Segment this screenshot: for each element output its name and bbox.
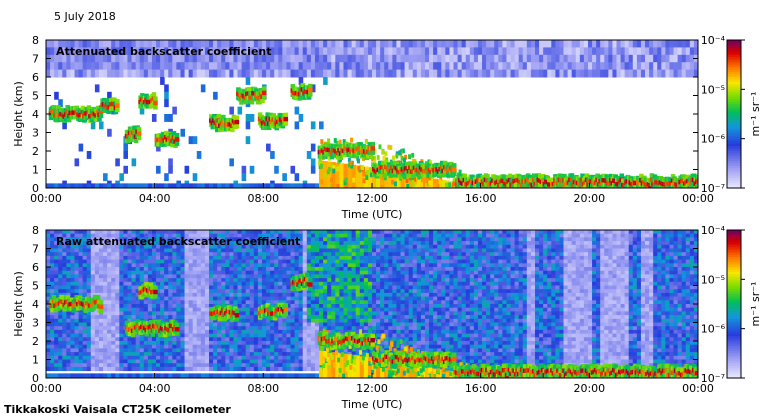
- y-tick-label: 6: [32, 261, 39, 274]
- y-tick-label: 3: [32, 127, 39, 140]
- backscatter-field: [46, 230, 698, 378]
- panel-title: Raw attenuated backscatter coefficient: [56, 235, 300, 248]
- y-tick-label: 3: [32, 317, 39, 330]
- noise-cells: [46, 230, 698, 372]
- panel-attenuated: Attenuated backscatter coefficient 0 1 2 3 4 5…: [12, 34, 714, 221]
- x-axis-label: Time (UTC): [341, 208, 403, 221]
- x-tick-label: 00:00: [682, 382, 714, 395]
- y-tick-label: 5: [32, 90, 39, 103]
- y-tick-label: 1: [32, 354, 39, 367]
- cloud-layers: [48, 272, 698, 378]
- x-tick-label: 00:00: [30, 382, 62, 395]
- colorbar: 10⁻⁷ 10⁻⁶ 10⁻⁵ 10⁻⁴ m⁻¹ sr⁻¹: [701, 224, 762, 385]
- y-axis-label: Height (km): [12, 81, 25, 147]
- y-tick-label: 5: [32, 280, 39, 293]
- y-tick-label: 7: [32, 243, 39, 256]
- backscatter-field: [46, 40, 698, 188]
- x-tick-label: 04:00: [139, 192, 171, 205]
- y-tick-label: 1: [32, 164, 39, 177]
- date-label: 5 July 2018: [54, 10, 116, 23]
- colorbar-frame: [726, 229, 742, 379]
- y-tick-label: 2: [32, 145, 39, 158]
- colorbar-units-label: m⁻¹ sr⁻¹: [749, 282, 762, 327]
- colorbar-tick-label: 10⁻⁴: [701, 34, 726, 47]
- x-tick-label: 00:00: [682, 192, 714, 205]
- y-tick-label: 0: [32, 182, 39, 195]
- panel-title: Attenuated backscatter coefficient: [56, 45, 272, 58]
- colorbar-tick-label: 10⁻⁶: [701, 133, 726, 146]
- colorbar-tick-label: 10⁻⁷: [701, 372, 725, 385]
- colorbar-tick-label: 10⁻⁵: [701, 273, 725, 286]
- cloud-layers: [48, 82, 698, 188]
- colorbar-tick-label: 10⁻⁷: [701, 182, 725, 195]
- x-tick-label: 08:00: [247, 382, 279, 395]
- x-tick-label: 20:00: [573, 192, 605, 205]
- colorbar-units-label: m⁻¹ sr⁻¹: [749, 92, 762, 137]
- colorbar-frame: [726, 39, 742, 189]
- y-tick-label: 8: [32, 34, 39, 47]
- colorbar: 10⁻⁷ 10⁻⁶ 10⁻⁵ 10⁻⁴ m⁻¹ sr⁻¹: [701, 34, 762, 195]
- y-tick-label: 8: [32, 224, 39, 237]
- y-tick-label: 4: [32, 298, 39, 311]
- x-tick-label: 16:00: [465, 382, 497, 395]
- y-tick-label: 4: [32, 108, 39, 121]
- x-tick-label: 20:00: [573, 382, 605, 395]
- footer-station-label: Tikkakoski Vaisala CT25K ceilometer: [4, 403, 231, 416]
- x-tick-label: 00:00: [30, 192, 62, 205]
- y-axis-label: Height (km): [12, 271, 25, 337]
- x-tick-label: 12:00: [356, 382, 388, 395]
- x-tick-label: 12:00: [356, 192, 388, 205]
- x-tick-label: 08:00: [247, 192, 279, 205]
- y-tick-label: 0: [32, 372, 39, 385]
- y-tick-label: 2: [32, 335, 39, 348]
- colorbar-tick-label: 10⁻⁴: [701, 224, 726, 237]
- panel-raw: Raw attenuated backscatter coefficient 0 1…: [12, 224, 714, 411]
- y-tick-label: 6: [32, 71, 39, 84]
- x-axis-label: Time (UTC): [341, 398, 403, 411]
- colorbar-tick-label: 10⁻⁶: [701, 323, 726, 336]
- y-tick-label: 7: [32, 53, 39, 66]
- x-tick-label: 16:00: [465, 192, 497, 205]
- colorbar-tick-label: 10⁻⁵: [701, 83, 725, 96]
- x-tick-label: 04:00: [139, 382, 171, 395]
